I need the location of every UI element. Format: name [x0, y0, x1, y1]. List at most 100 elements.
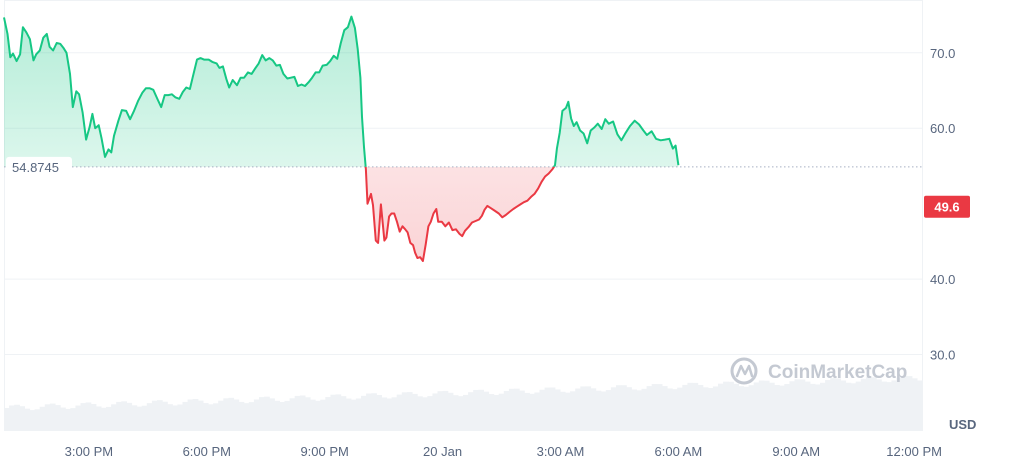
volume-bar: [799, 379, 806, 430]
volume-bar: [177, 404, 184, 430]
volume-bar: [146, 403, 153, 430]
volume-bar: [519, 390, 525, 430]
volume-bar: [172, 405, 178, 430]
volume-bar: [774, 385, 780, 430]
y-tick-label: 40.0: [930, 272, 955, 287]
volume-bar: [488, 394, 495, 430]
volume-bar: [182, 401, 189, 430]
volume-bar: [712, 386, 719, 430]
coinmarketcap-logo-mark: [735, 364, 754, 378]
volume-bar: [208, 404, 214, 430]
volume-bar: [386, 398, 393, 430]
volume-bar: [29, 410, 36, 430]
plot-border: [4, 0, 923, 431]
volume-bar: [534, 392, 541, 430]
volume-bar: [610, 387, 617, 430]
volume-bar: [748, 385, 755, 430]
volume-bar: [126, 402, 133, 430]
volume-bar: [157, 400, 163, 430]
volume-bar: [498, 393, 505, 430]
volume-bar: [692, 382, 699, 430]
volume-bar: [876, 379, 882, 430]
current-price-badge: 49.6: [924, 195, 970, 218]
volume-bar: [702, 387, 709, 430]
volume-bar: [95, 406, 102, 430]
volume-bar: [616, 385, 622, 430]
volume-bar: [911, 378, 918, 430]
volume-bar: [707, 387, 714, 430]
volume-bar: [279, 401, 286, 430]
volume-bar: [463, 394, 469, 430]
volume-bar: [789, 381, 796, 430]
y-tick-label: 60.0: [930, 121, 955, 136]
y-axis: 70.0 60.0 40.0 30.0: [930, 46, 955, 363]
volume-bar: [906, 376, 913, 430]
volume-bar: [661, 386, 668, 430]
volume-bar: [529, 393, 535, 430]
volume-bar: [677, 387, 683, 430]
volume-bar: [65, 408, 71, 430]
volume-bars: [4, 375, 923, 430]
volume-bar: [835, 378, 841, 430]
volume-bar: [136, 406, 143, 430]
volume-bar: [641, 388, 648, 430]
volume-bar: [19, 406, 25, 430]
volume-bar: [718, 383, 724, 430]
volume-bar: [605, 390, 612, 430]
volume-bar: [871, 377, 877, 430]
volume-bar: [503, 390, 510, 430]
volume-bar: [422, 397, 428, 430]
volume-bar: [763, 380, 770, 430]
volume-bar: [417, 396, 423, 430]
volume-bar: [626, 387, 632, 430]
volume-bar: [794, 379, 801, 430]
volume-bar: [600, 391, 607, 430]
volume-bar: [197, 400, 204, 430]
volume-bar: [253, 399, 260, 430]
volume-bar: [779, 385, 785, 430]
volume-bar: [524, 392, 530, 430]
volume-bar: [784, 384, 790, 430]
volume-bar: [75, 405, 82, 430]
volume-bar: [238, 401, 245, 430]
volume-bar: [299, 395, 306, 430]
volume-bar: [830, 378, 836, 430]
volume-bar: [804, 381, 811, 430]
volume-bar: [294, 395, 301, 430]
y-tick-label: 70.0: [930, 46, 955, 61]
volume-bar: [667, 388, 673, 430]
volume-bar: [60, 407, 66, 430]
volume-bar: [345, 398, 352, 430]
volume-bar: [473, 389, 479, 430]
x-tick-label: 3:00 PM: [65, 444, 113, 459]
volume-bar: [70, 408, 76, 430]
volume-bar: [284, 400, 291, 430]
area-fill-above-reference: [4, 16, 679, 167]
volume-bar: [539, 389, 546, 430]
volume-bar: [116, 401, 122, 430]
volume-bar: [289, 398, 296, 430]
volume-bar: [896, 377, 903, 430]
volume-bar: [855, 381, 862, 430]
volume-bar: [809, 383, 816, 430]
volume-bar: [508, 388, 515, 430]
volume-bar: [554, 389, 561, 430]
volume-bar: [228, 397, 235, 430]
volume-bar: [106, 406, 112, 430]
volume-bar: [162, 401, 168, 430]
volume-bar: [80, 403, 87, 430]
coinmarketcap-logo-icon: [730, 357, 758, 385]
volume-bar: [223, 398, 229, 430]
volume-bar: [845, 382, 852, 430]
x-tick-label: 6:00 PM: [183, 444, 231, 459]
volume-bar: [687, 382, 694, 430]
volume-bar: [406, 392, 413, 430]
volume-bar: [4, 408, 10, 430]
volume-bar: [646, 386, 653, 430]
volume-bar: [891, 380, 898, 430]
volume-bar: [580, 386, 586, 430]
volume-bar: [758, 380, 765, 430]
volume-bar: [366, 393, 372, 430]
volume-bar: [44, 404, 51, 430]
